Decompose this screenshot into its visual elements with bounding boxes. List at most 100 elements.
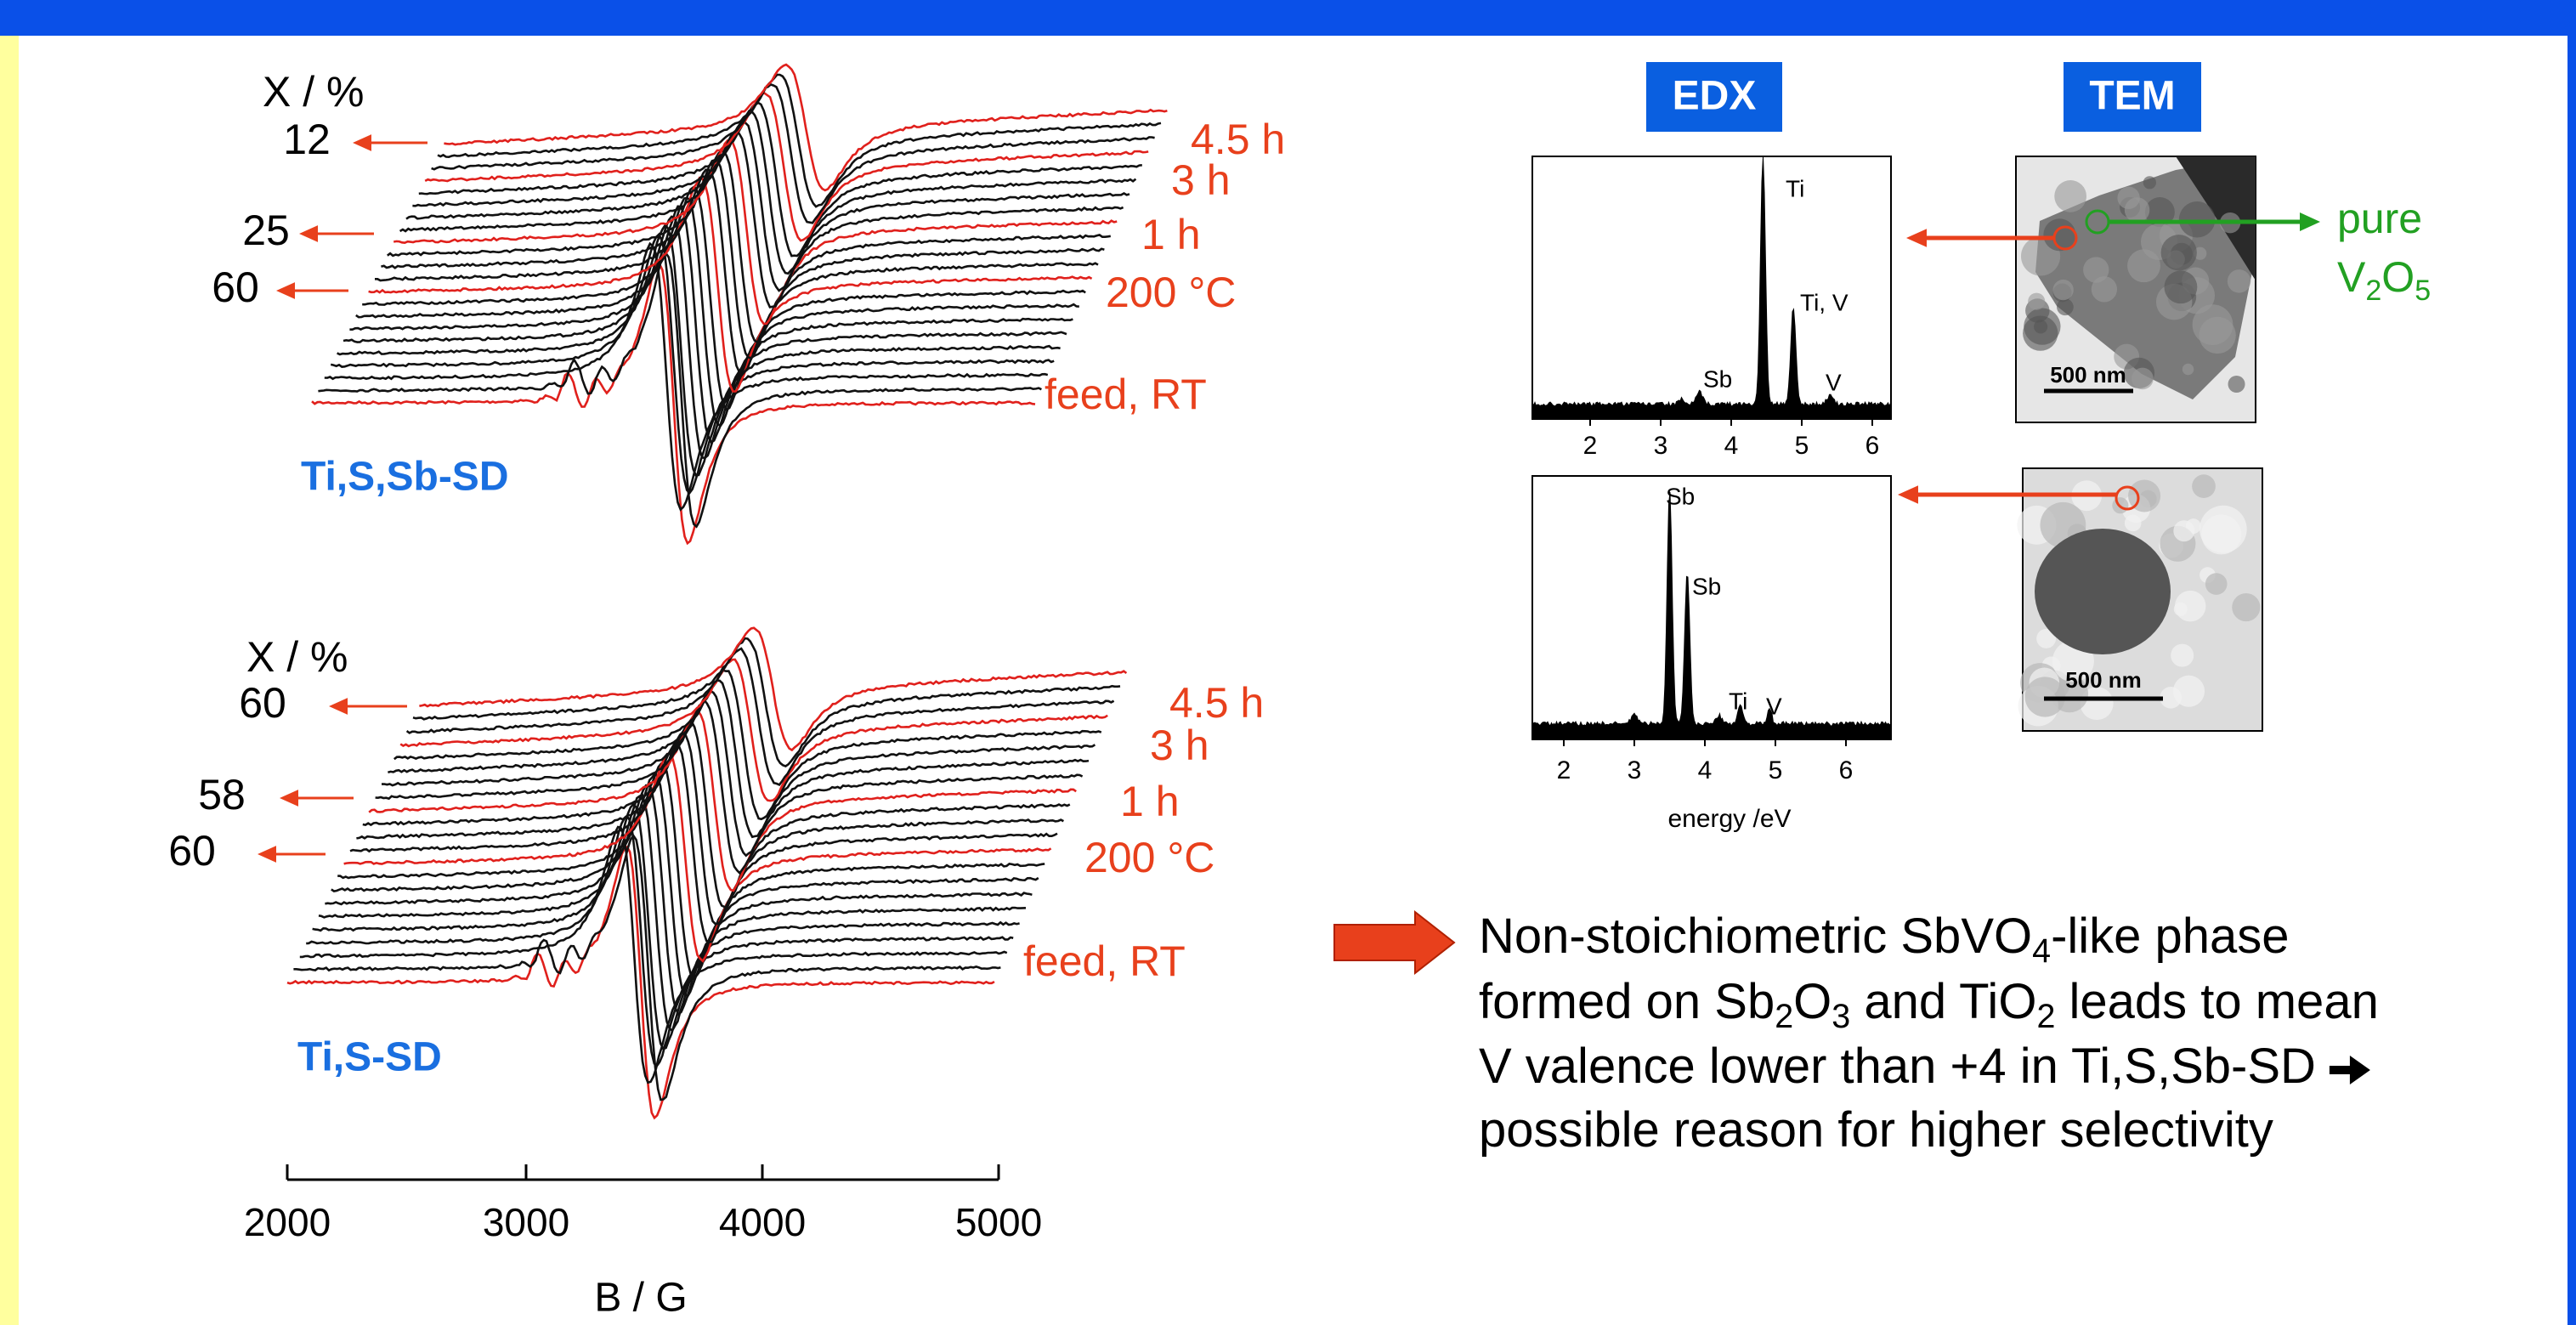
tem-texture (2199, 316, 2236, 354)
time-label: 1 h (1120, 778, 1180, 825)
text-run: V (2337, 253, 2366, 301)
epr-trace (431, 82, 1155, 224)
epr-trace (349, 740, 1058, 943)
epr-trace (362, 185, 1086, 411)
subscript: 5 (2415, 275, 2431, 307)
tem-texture (2182, 363, 2194, 376)
epr-trace (424, 92, 1149, 242)
epr-trace (349, 205, 1073, 444)
tem-texture (2227, 269, 2251, 293)
x-tick-label: 2000 (244, 1200, 331, 1244)
edx-spectrum (1531, 491, 1892, 740)
tem-texture (2091, 276, 2118, 303)
epr-trace (293, 834, 1001, 1101)
sample-label: Ti,S-SD (297, 1035, 442, 1080)
tem-texture (2132, 367, 2154, 390)
epr-trace (362, 720, 1071, 909)
peak-label: Sb (1703, 365, 1732, 392)
text-run: Non-stoichiometric SbVO (1479, 909, 2032, 964)
peak-label: V (1766, 693, 1782, 719)
tem-texture (2034, 320, 2048, 334)
subscript: 3 (1832, 999, 1850, 1036)
text-run: V valence lower than +4 in Ti,S,Sb-SD (1479, 1039, 2316, 1094)
tem-texture (2228, 375, 2245, 393)
edx-tick-label: 2 (1557, 756, 1571, 784)
tem-texture (2080, 687, 2114, 721)
tem-texture (2174, 590, 2206, 622)
x-tick-label: 4000 (719, 1200, 806, 1244)
edx-spectrum (1531, 156, 1892, 420)
text-run: possible reason for higher selectivity (1479, 1102, 2273, 1158)
conclusion-line: possible reason for higher selectivity (1479, 1102, 2273, 1158)
x-tick-label: 5000 (955, 1200, 1042, 1244)
arrow-head (1906, 229, 1927, 247)
epr-trace (444, 63, 1168, 192)
conclusion-arrow (1333, 909, 1456, 976)
epr-trace (311, 262, 1036, 546)
subscript: 2 (2036, 999, 2055, 1036)
sample-label: Ti,S,Sb-SD (301, 455, 508, 500)
peak-label: Sb (1692, 573, 1721, 599)
edx-axis-label: energy /eV (1667, 805, 1791, 833)
text-run: O (2381, 253, 2415, 301)
edx-tick-label: 5 (1795, 432, 1809, 460)
text-run: O (1793, 974, 1832, 1029)
epr-trace (343, 751, 1052, 963)
tem-texture (2173, 520, 2195, 542)
conversion-label: 12 (283, 116, 331, 163)
time-label: feed, RT (1045, 371, 1207, 418)
edx-title: EDX (1673, 74, 1757, 119)
epr-trace (355, 196, 1079, 428)
tem-title-box (2064, 62, 2201, 132)
conclusion-line: V valence lower than +4 in Ti,S,Sb-SD (1479, 1039, 2316, 1094)
edx-tick-label: 6 (1865, 432, 1880, 460)
edx-tick-label: 3 (1628, 756, 1642, 784)
edx-tick-label: 3 (1654, 432, 1668, 460)
text-run: and TiO (1850, 974, 2036, 1029)
arrow-head (299, 225, 318, 242)
right-strip (2568, 36, 2576, 1325)
epr-trace (286, 845, 995, 1120)
time-label: 4.5 h (1191, 116, 1285, 163)
conversion-axis-label: X / % (263, 68, 364, 116)
time-label: 4.5 h (1169, 679, 1264, 727)
conversion-label: 60 (212, 263, 259, 311)
epr-trace (318, 252, 1042, 529)
tem-texture (2143, 176, 2156, 190)
tem-texture (2057, 298, 2074, 316)
tem-texture (2036, 628, 2057, 648)
edx-tick-label: 6 (1839, 756, 1854, 784)
epr-trace (393, 139, 1118, 326)
marker (2085, 209, 2110, 235)
epr-trace (405, 118, 1130, 292)
tem-texture (2117, 186, 2140, 210)
tem-texture (2192, 474, 2216, 498)
epr-trace (375, 168, 1099, 377)
arrow-head (329, 698, 348, 715)
tem-texture (2160, 235, 2197, 271)
epr-trace (306, 813, 1014, 1067)
subscript: 2 (1775, 999, 1793, 1036)
inline-arrow (2329, 1056, 2370, 1084)
epr-trace (412, 110, 1137, 275)
tem-texture (2083, 257, 2109, 283)
marker (2115, 485, 2140, 511)
epr-trace (330, 232, 1055, 495)
epr-trace (375, 698, 1084, 875)
arrow-head (2300, 212, 2320, 231)
tem-texture (2178, 201, 2216, 238)
epr-trace (299, 825, 1008, 1084)
arrow-head (1898, 485, 1918, 504)
epr-trace (324, 241, 1049, 512)
tem-title: TEM (2089, 74, 2175, 119)
epr-trace (418, 101, 1142, 258)
top-bar (0, 0, 2576, 36)
peak-label: Sb (1666, 483, 1695, 509)
tem-texture (2194, 246, 2207, 260)
epr-trace (318, 793, 1027, 1033)
subscript: 2 (2365, 275, 2381, 307)
tem-texture (2171, 643, 2194, 667)
edx-tick-label: 5 (1769, 756, 1783, 784)
epr-trace (368, 709, 1077, 892)
